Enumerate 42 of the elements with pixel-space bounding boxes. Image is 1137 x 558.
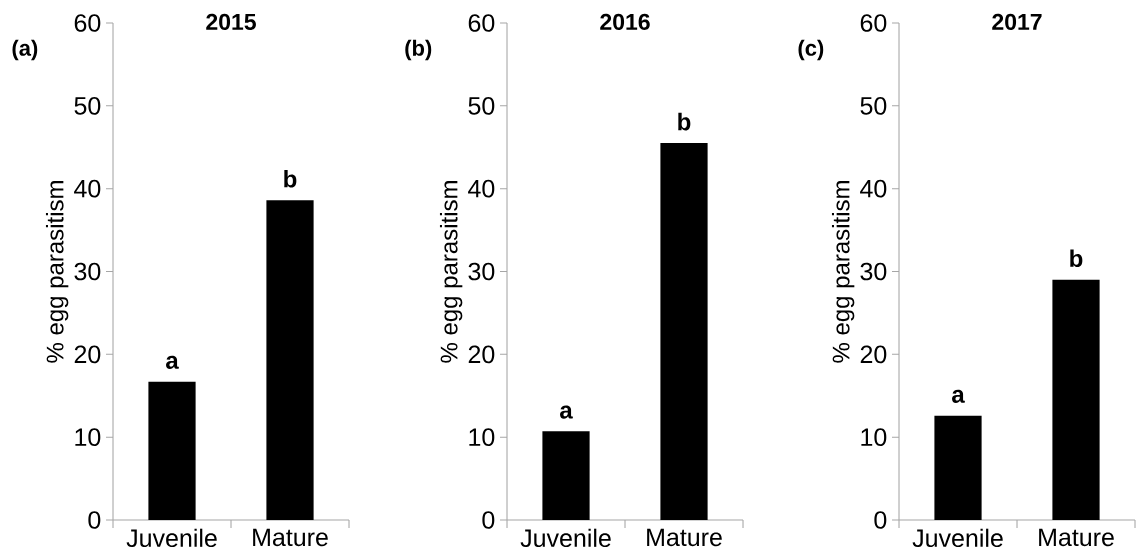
y-tick-label: 30 (74, 262, 101, 281)
y-tick-label: 20 (74, 345, 101, 364)
y-tick-label: 30 (468, 262, 495, 281)
x-tick-label: Juvenile (912, 528, 1003, 548)
y-axis-title: % egg parasitism (831, 181, 855, 363)
y-tick-label: 10 (469, 428, 495, 447)
y-tick-label: 40 (74, 179, 101, 198)
y-tick-label: 20 (860, 345, 887, 364)
chart-title: 2015 (206, 13, 256, 30)
x-tick-label: Mature (647, 528, 722, 547)
annotation: b (1070, 249, 1083, 268)
x-tick-label: Mature (1039, 528, 1114, 547)
annotation: a (166, 355, 179, 369)
x-tick-label: Juvenile (126, 528, 217, 548)
y-tick-label: 50 (74, 96, 101, 115)
y-axis-title: % egg parasitism (439, 181, 463, 363)
y-tick-label: 40 (468, 179, 495, 198)
y-tick-label: 10 (861, 428, 887, 447)
annotation: b (284, 169, 297, 188)
x-tick-label: Mature (253, 528, 328, 547)
annotation: b (678, 112, 691, 131)
chart-title: 2016 (600, 13, 650, 30)
y-axis-title: % egg parasitism (45, 181, 69, 363)
y-tick-label: 50 (468, 96, 495, 115)
y-tick-label: 60 (860, 14, 887, 32)
y-tick-label: 0 (482, 511, 495, 529)
chart-title: 2017 (992, 13, 1042, 30)
y-tick-label: 60 (74, 14, 101, 32)
y-tick-label: 20 (468, 345, 495, 364)
y-tick-label: 40 (860, 179, 887, 198)
y-tick-label: 10 (75, 428, 101, 447)
text: (c) (798, 39, 824, 61)
y-tick-label: 30 (860, 262, 887, 281)
y-tick-label: 50 (860, 96, 887, 115)
y-tick-label: 60 (468, 14, 495, 32)
y-tick-label: 0 (874, 511, 887, 529)
x-tick-label: Juvenile (520, 528, 611, 548)
text: (a) (12, 39, 38, 61)
text: (b) (405, 39, 432, 61)
annotation: a (560, 405, 573, 419)
annotation: a (952, 389, 965, 403)
y-tick-label: 0 (88, 511, 101, 529)
